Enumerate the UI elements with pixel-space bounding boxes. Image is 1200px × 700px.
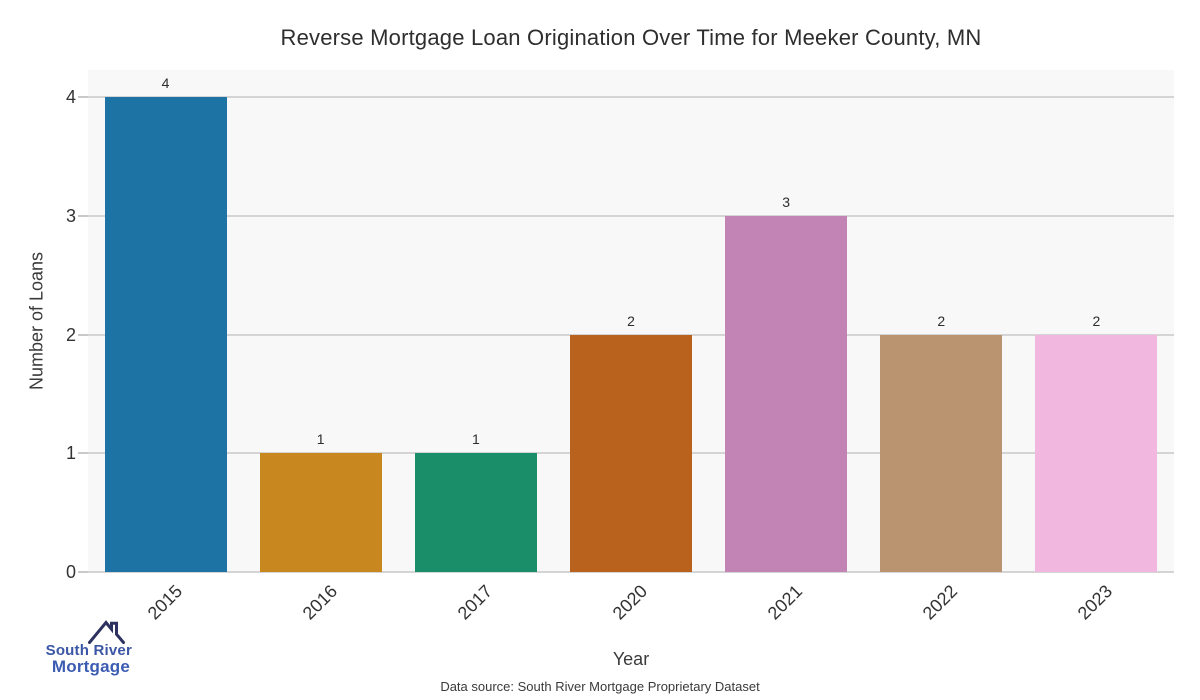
x-tick-label-2023: 2023	[1074, 581, 1117, 624]
y-tick-label-0: 0	[65, 562, 76, 582]
bar-2015	[104, 97, 227, 572]
y-tick-label-2: 2	[65, 324, 76, 345]
logo-text-line1: South River	[45, 642, 132, 659]
bar-2023	[1035, 334, 1158, 572]
chart-title: Reverse Mortgage Loan Origination Over T…	[280, 25, 982, 50]
bar-value-label-2016: 1	[316, 431, 325, 448]
y-tick-mark-2	[78, 333, 88, 336]
bar-2016	[259, 453, 382, 572]
x-tick-label-2015: 2015	[143, 581, 186, 624]
bar-value-label-2023: 2	[1092, 312, 1101, 329]
data-source-note: Data source: South River Mortgage Propri…	[440, 679, 760, 694]
house-roof-icon	[88, 620, 125, 644]
roof-path	[88, 620, 125, 644]
bar-2022	[880, 334, 1003, 572]
bar-value-label-2017: 1	[471, 431, 480, 448]
x-tick-label-2020: 2020	[608, 581, 652, 624]
plot-area	[88, 70, 1174, 573]
y-tick-label-4: 4	[65, 87, 76, 108]
x-axis-title: Year	[612, 649, 650, 669]
y-tick-mark-3	[78, 214, 88, 217]
x-tick-label-2021: 2021	[763, 581, 807, 624]
gridline-y-4	[88, 96, 1174, 99]
bar-value-label-2022: 2	[937, 312, 946, 329]
y-tick-mark-4	[78, 96, 88, 99]
y-tick-label-3: 3	[65, 205, 76, 226]
bar-value-label-2015: 4	[161, 75, 170, 92]
x-axis-baseline	[88, 571, 1174, 573]
y-tick-label-1: 1	[65, 443, 76, 464]
x-tick-label-2016: 2016	[298, 581, 341, 624]
bar-2020	[570, 334, 692, 572]
gridline-y-3	[88, 214, 1174, 217]
y-tick-mark-0	[78, 571, 88, 573]
y-tick-mark-1	[78, 452, 88, 455]
bar-2021	[725, 215, 848, 572]
bar-value-label-2021: 3	[782, 193, 791, 210]
x-tick-label-2017: 2017	[453, 581, 497, 624]
logo-text-line2: Mortgage	[51, 657, 130, 676]
x-tick-label-2022: 2022	[918, 581, 962, 624]
y-axis-title: Number of Loans	[26, 251, 47, 391]
bar-value-label-2020: 2	[627, 312, 635, 329]
bar-2017	[414, 453, 537, 572]
